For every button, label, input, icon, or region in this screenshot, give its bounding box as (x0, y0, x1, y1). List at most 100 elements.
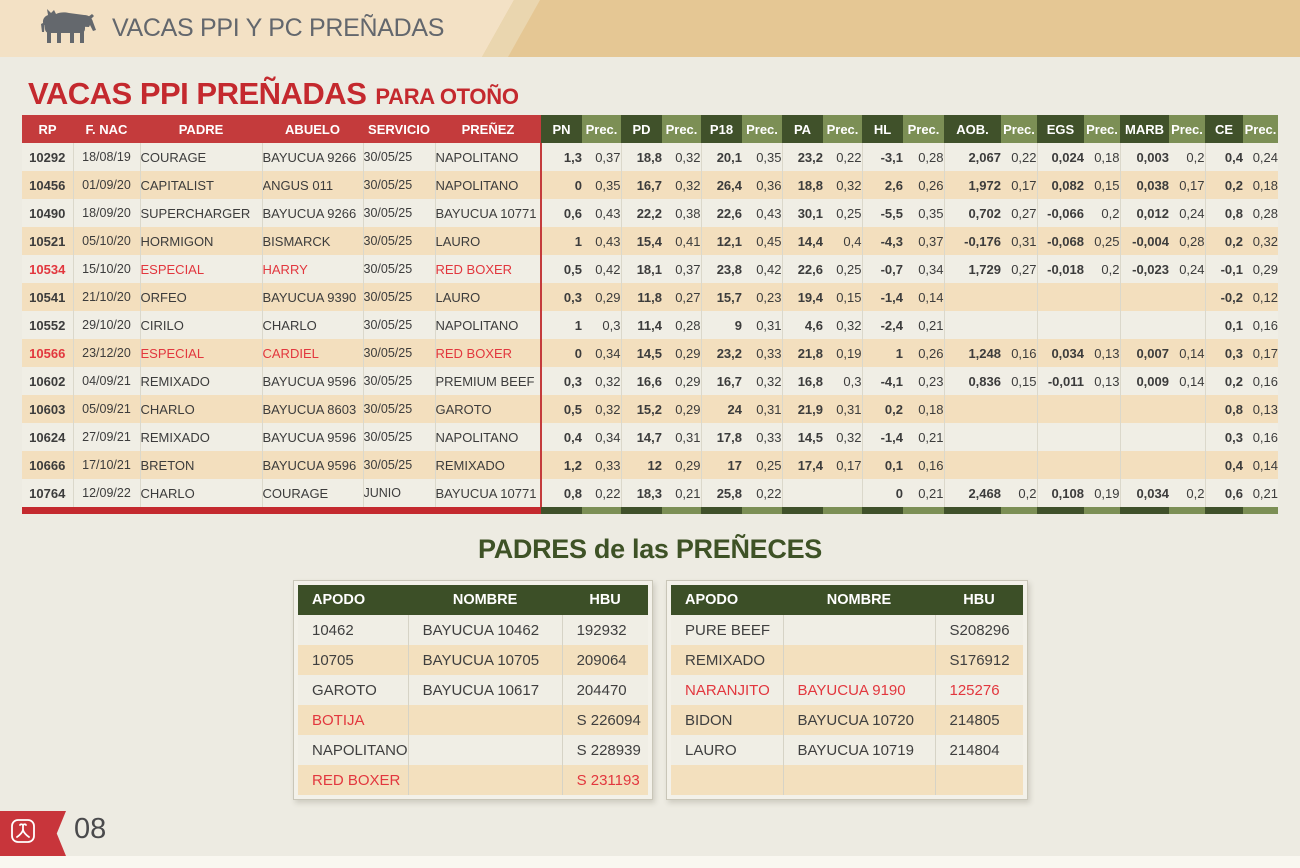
column-header: Prec. (742, 115, 782, 143)
cell-metric: 0,18 (1252, 177, 1278, 193)
column-header: PN (541, 115, 582, 143)
column-header: PA (782, 115, 823, 143)
cell-metric: 0,012 (1136, 205, 1169, 221)
cell-padre: ORFEO (140, 283, 263, 311)
cell-metric: 0,3 (540, 367, 582, 395)
cell-metric: 20,1 (716, 149, 742, 165)
cell-fnac: 05/10/20 (73, 227, 141, 255)
padres-right-table: APODO NOMBRE HBU PURE BEEF S208296 REMIXADO S… (671, 585, 1023, 795)
column-header: NOMBRE (408, 585, 563, 615)
cell-metric: 0 (895, 485, 903, 501)
column-header: Prec. (1243, 115, 1278, 143)
cell-metric: 0,18 (903, 395, 945, 423)
cell-prenez: NAPOLITANO (435, 143, 542, 171)
table-row: 10666 17/10/21 BRETON BAYUCUA 9596 30/05/25 R… (22, 451, 1278, 479)
table-row: 10490 18/09/20 SUPERCHARGER BAYUCUA 9266 30/… (22, 199, 1278, 227)
cell-fnac: 01/09/20 (73, 171, 141, 199)
cell-rp: 10602 (22, 367, 74, 395)
cell-rp: 10292 (22, 143, 74, 171)
cell-metric: 0,14 (1169, 339, 1206, 367)
cell-hbu: 204470 (576, 681, 627, 699)
cell-metric: 0,22 (823, 143, 863, 171)
cell-metric (1120, 423, 1169, 451)
cell-metric: 0,22 (742, 479, 783, 507)
cell-metric: 0,36 (742, 171, 783, 199)
cell-metric: 0,35 (582, 171, 622, 199)
cell-servicio: 30/05/25 (363, 451, 436, 479)
cell-metric: 16,7 (716, 373, 742, 389)
column-header: Prec. (662, 115, 701, 143)
cell-metric: 0,108 (1051, 485, 1084, 501)
table-row: 10624 27/09/21 REMIXADO BAYUCUA 9596 30/05/2… (22, 423, 1278, 451)
cell-metric: 0,5 (540, 395, 582, 423)
column-header: RP (22, 115, 73, 143)
cell-metric: 11,4 (637, 317, 662, 333)
page-title-main: VACAS PPI PREÑADAS (28, 76, 367, 111)
cell-metric: 14,4 (797, 233, 823, 249)
cell-hbu: 214805 (949, 711, 1000, 729)
cell-metric: 0,024 (1051, 149, 1084, 165)
cell-metric: 0,3 (1224, 429, 1243, 445)
table-row: BIDON BAYUCUA 10720 214805 (671, 705, 1023, 735)
bottom-strip (0, 856, 1300, 868)
column-header: HBU (935, 585, 1023, 615)
cell-metric: 2,468 (968, 485, 1001, 501)
cell-metric: 0,26 (903, 339, 945, 367)
cell-metric: 0,003 (1136, 149, 1169, 165)
main-table: RP F. NAC PADRE ABUELO SERVICIO PREÑEZ PN Prec.… (22, 115, 1279, 514)
cell-metric: 0,37 (903, 227, 945, 255)
cell-fnac: 18/08/19 (73, 143, 141, 171)
cell-nombre: BAYUCUA 9190 (783, 675, 936, 705)
cell-metric: 0,32 (742, 367, 783, 395)
cell-metric: 0,35 (742, 143, 783, 171)
page-title-sub: PARA OTOÑO (375, 84, 519, 109)
cell-fnac: 21/10/20 (73, 283, 141, 311)
cell-hbu: 125276 (949, 681, 1000, 699)
cell-metric: 22,6 (797, 261, 823, 277)
table-row: NARANJITO BAYUCUA 9190 125276 (671, 675, 1023, 705)
bottom-border-green (782, 507, 823, 514)
cell-fnac: 18/09/20 (73, 199, 141, 227)
cell-metric (823, 479, 863, 507)
cell-metric: -0,011 (1047, 373, 1084, 389)
cell-metric: 0,32 (662, 143, 702, 171)
cell-metric: 0,31 (742, 311, 783, 339)
cell-hbu: S 228939 (576, 741, 641, 759)
cell-hbu: 192932 (576, 621, 627, 639)
cell-metric: 0,16 (1252, 373, 1278, 389)
cell-metric: 0,32 (823, 311, 863, 339)
column-header: Prec. (1084, 115, 1120, 143)
banner-light-section (0, 0, 514, 57)
column-header: Prec. (582, 115, 621, 143)
cell-metric: 0,17 (823, 451, 863, 479)
cell-metric (944, 423, 1001, 451)
cell-metric: -0,068 (1047, 233, 1084, 249)
cell-metric: 0,13 (1252, 401, 1278, 417)
cell-apodo (671, 765, 784, 795)
cell-metric: 0,4 (1224, 149, 1243, 165)
cell-metric: 0,31 (1001, 227, 1038, 255)
cell-metric (1084, 451, 1121, 479)
cell-metric: 14,7 (636, 429, 662, 445)
cell-metric: 17 (727, 457, 742, 473)
cell-metric (1120, 395, 1169, 423)
cell-metric (1001, 451, 1038, 479)
cell-metric: 16,8 (797, 373, 823, 389)
cell-metric: -0,7 (880, 261, 903, 277)
cell-fnac: 04/09/21 (73, 367, 141, 395)
cell-metric: 22,2 (636, 205, 662, 221)
cell-metric: -2,4 (880, 317, 903, 333)
table-row: 10292 18/08/19 COURAGE BAYUCUA 9266 30/05/25… (22, 143, 1278, 171)
bottom-border-green (742, 507, 782, 514)
cell-prenez: RED BOXER (435, 255, 542, 283)
cell-prenez: NAPOLITANO (435, 423, 542, 451)
cell-metric: 1,3 (540, 143, 582, 171)
cell-metric: 0,28 (662, 311, 702, 339)
cell-metric (944, 451, 1001, 479)
cell-metric: 0,38 (662, 199, 702, 227)
cell-hbu: S208296 (949, 621, 1010, 639)
cell-metric: 14,5 (636, 345, 662, 361)
top-banner: VACAS PPI Y PC PREÑADAS (0, 0, 1300, 57)
cell-metric: 0,34 (903, 255, 945, 283)
cell-metric: 0,038 (1136, 177, 1169, 193)
